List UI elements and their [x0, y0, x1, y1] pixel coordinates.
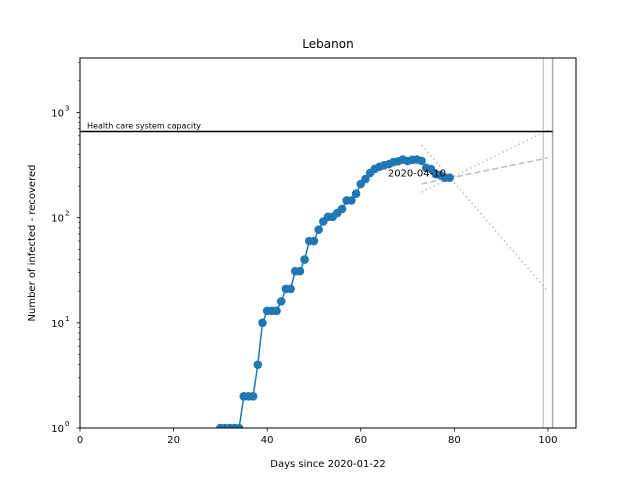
data-point	[417, 156, 426, 166]
y-tick-exponent: 2	[65, 210, 69, 218]
x-tick-label: 80	[448, 435, 461, 446]
plot-content: Health care system capacity 2020-04-10	[80, 58, 554, 428]
x-tick-label: 60	[354, 435, 367, 446]
y-tick-exponent: 0	[65, 420, 69, 428]
y-tick-exponent: 1	[65, 315, 69, 323]
data-point	[276, 297, 286, 306]
data-point	[347, 196, 356, 205]
data-point	[309, 236, 319, 246]
data-point	[337, 204, 347, 214]
projection-line-2	[421, 129, 549, 193]
x-axis-ticks: 0 20 40 60 80 100	[77, 428, 557, 446]
data-point	[351, 189, 361, 199]
y-tick-exponent: 3	[65, 105, 69, 113]
data-point	[295, 266, 305, 276]
y-tick-label: 10	[51, 214, 64, 225]
y-tick-label: 10	[51, 319, 64, 330]
capacity-label: Health care system capacity	[87, 122, 201, 131]
data-point	[286, 284, 295, 294]
data-point	[361, 174, 370, 184]
data-point	[314, 225, 323, 234]
projection-line-1	[421, 144, 549, 292]
data-point	[234, 423, 244, 428]
data-point	[253, 360, 263, 369]
data-point	[445, 173, 454, 183]
x-axis-label: Days since 2020-01-22	[270, 459, 385, 470]
y-tick-label: 10	[51, 424, 64, 435]
plot-area: Health care system capacity 2020-04-10	[80, 58, 554, 428]
x-tick-label: 40	[261, 435, 274, 446]
axes-frame	[79, 57, 577, 429]
data-point	[258, 318, 267, 328]
date-annotation: 2020-04-10	[388, 168, 446, 179]
data-point	[300, 255, 309, 264]
y-tick-label: 10	[51, 109, 64, 120]
data-point	[248, 392, 258, 401]
x-tick-label: 0	[77, 435, 83, 446]
chart-title: Lebanon	[302, 37, 353, 51]
y-axis-label: Number of infected - recovered	[27, 165, 38, 322]
data-point	[272, 306, 281, 316]
x-tick-label: 100	[538, 435, 557, 446]
x-tick-label: 20	[167, 435, 180, 446]
